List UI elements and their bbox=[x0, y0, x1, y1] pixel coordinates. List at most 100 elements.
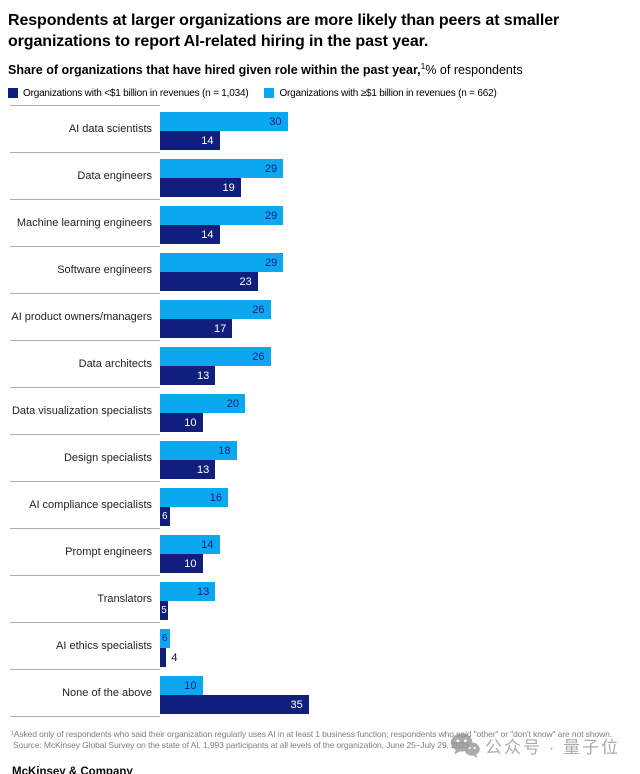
chart-row: AI data scientists 30 14 bbox=[8, 105, 632, 152]
category-bars: 29 19 bbox=[160, 152, 632, 199]
large-org-bar: 26 bbox=[160, 300, 271, 319]
category-bars: 30 14 bbox=[160, 105, 632, 152]
large-org-bar: 29 bbox=[160, 206, 284, 225]
small-org-bar: 13 bbox=[160, 460, 216, 479]
category-bars: 10 35 bbox=[160, 669, 632, 716]
small-org-barline: 17 bbox=[160, 319, 632, 338]
large-org-bar: 14 bbox=[160, 535, 220, 554]
legend: Organizations with <$1 billion in revenu… bbox=[8, 87, 632, 99]
category-bars: 14 10 bbox=[160, 528, 632, 575]
category-label: AI compliance specialists bbox=[10, 481, 160, 528]
small-org-bar: 19 bbox=[160, 178, 241, 197]
chart-row: Data engineers 29 19 bbox=[8, 152, 632, 199]
category-label: Data architects bbox=[10, 340, 160, 387]
small-org-value: 13 bbox=[197, 369, 210, 382]
small-org-barline: 35 bbox=[160, 695, 632, 714]
small-org-bar: 14 bbox=[160, 225, 220, 244]
category-bars: 18 13 bbox=[160, 434, 632, 481]
large-org-barline: 10 bbox=[160, 676, 632, 695]
subtitle-bold: Share of organizations that have hired g… bbox=[8, 63, 421, 77]
large-org-value: 29 bbox=[265, 162, 278, 175]
footnote: ¹Asked only of respondents who said thei… bbox=[11, 729, 632, 750]
category-bars: 13 5 bbox=[160, 575, 632, 622]
category-label: Software engineers bbox=[10, 246, 160, 293]
large-org-bar: 13 bbox=[160, 582, 216, 601]
large-org-barline: 13 bbox=[160, 582, 632, 601]
category-label: Translators bbox=[10, 575, 160, 622]
large-org-bar: 6 bbox=[160, 629, 170, 648]
small-org-value: 13 bbox=[197, 463, 210, 476]
chart-row: AI compliance specialists 16 6 bbox=[8, 481, 632, 528]
large-org-barline: 20 bbox=[160, 394, 632, 413]
small-org-value: 10 bbox=[184, 557, 197, 570]
small-org-barline: 4 bbox=[160, 648, 632, 667]
large-org-bar: 18 bbox=[160, 441, 237, 460]
chart-row: Data visualization specialists 20 10 bbox=[8, 387, 632, 434]
small-org-barline: 14 bbox=[160, 225, 632, 244]
large-org-barline: 30 bbox=[160, 112, 632, 131]
category-bars: 6 4 bbox=[160, 622, 632, 669]
legend-label-large-orgs: Organizations with ≥$1 billion in revenu… bbox=[279, 87, 497, 99]
legend-item-small-orgs: Organizations with <$1 billion in revenu… bbox=[8, 87, 249, 99]
small-org-bar: 14 bbox=[160, 131, 220, 150]
small-org-value: 35 bbox=[290, 698, 303, 711]
legend-label-small-orgs: Organizations with <$1 billion in revenu… bbox=[23, 87, 249, 99]
footnote-source: Source: McKinsey Global Survey on the st… bbox=[13, 739, 470, 750]
category-label: Prompt engineers bbox=[10, 528, 160, 575]
large-org-barline: 29 bbox=[160, 159, 632, 178]
small-org-bar bbox=[160, 648, 167, 667]
large-org-barline: 29 bbox=[160, 206, 632, 225]
category-bars: 26 17 bbox=[160, 293, 632, 340]
large-org-value: 6 bbox=[162, 633, 168, 644]
large-org-bar: 29 bbox=[160, 253, 284, 272]
large-org-value: 14 bbox=[201, 538, 214, 551]
large-org-value: 26 bbox=[252, 303, 265, 316]
chart-subtitle: Share of organizations that have hired g… bbox=[8, 60, 632, 78]
small-org-barline: 10 bbox=[160, 554, 632, 573]
large-org-bar: 26 bbox=[160, 347, 271, 366]
small-org-value: 14 bbox=[201, 228, 214, 241]
large-org-value: 29 bbox=[265, 209, 278, 222]
small-org-barline: 23 bbox=[160, 272, 632, 291]
small-org-barline: 19 bbox=[160, 178, 632, 197]
small-org-bar: 13 bbox=[160, 366, 216, 385]
small-org-barline: 6 bbox=[160, 507, 632, 526]
small-org-bar: 10 bbox=[160, 413, 203, 432]
large-org-value: 16 bbox=[209, 491, 222, 504]
chart-row: AI ethics specialists 6 4 bbox=[8, 622, 632, 669]
small-org-bar: 5 bbox=[160, 601, 168, 620]
category-bars: 20 10 bbox=[160, 387, 632, 434]
large-org-value: 13 bbox=[197, 585, 210, 598]
large-org-barline: 18 bbox=[160, 441, 632, 460]
category-label: AI ethics specialists bbox=[10, 622, 160, 669]
small-org-value: 6 bbox=[162, 511, 168, 522]
watermark-text: 公众号 · 量子位 bbox=[485, 737, 621, 757]
category-label: Machine learning engineers bbox=[10, 199, 160, 246]
large-org-value: 20 bbox=[226, 397, 239, 410]
small-org-barline: 13 bbox=[160, 366, 632, 385]
large-org-bar: 29 bbox=[160, 159, 284, 178]
large-org-bar: 10 bbox=[160, 676, 203, 695]
large-org-barline: 29 bbox=[160, 253, 632, 272]
exhibit-title: Respondents at larger organizations are … bbox=[8, 12, 560, 50]
small-org-value: 5 bbox=[161, 605, 167, 616]
chart-row: Data architects 26 13 bbox=[8, 340, 632, 387]
small-org-value: 10 bbox=[184, 416, 197, 429]
large-org-barline: 26 bbox=[160, 300, 632, 319]
small-org-barline: 10 bbox=[160, 413, 632, 432]
legend-item-large-orgs: Organizations with ≥$1 billion in revenu… bbox=[264, 87, 497, 99]
large-org-bar: 16 bbox=[160, 488, 228, 507]
footnote-line1: ¹Asked only of respondents who said thei… bbox=[11, 729, 613, 739]
large-org-bar: 20 bbox=[160, 394, 245, 413]
small-org-value: 17 bbox=[214, 322, 227, 335]
subtitle-superscript: 1 bbox=[420, 60, 426, 71]
category-label: Data engineers bbox=[10, 152, 160, 199]
large-org-value: 30 bbox=[269, 115, 282, 128]
legend-swatch-large-orgs bbox=[264, 88, 275, 98]
legend-swatch-small-orgs bbox=[8, 88, 18, 98]
small-org-value: 14 bbox=[201, 134, 214, 147]
value-label-outside: 4 bbox=[171, 651, 178, 664]
category-bars: 29 14 bbox=[160, 199, 632, 246]
category-label: Data visualization specialists bbox=[10, 387, 160, 434]
small-org-bar: 23 bbox=[160, 272, 258, 291]
